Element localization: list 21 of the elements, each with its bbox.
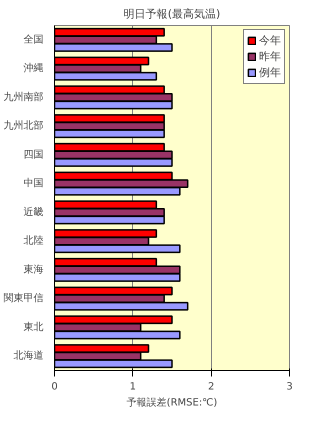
x-tick-label: 2 <box>208 382 214 392</box>
y-tick-label: 九州南部 <box>4 90 44 103</box>
y-tick-label: 東北 <box>24 320 44 333</box>
legend-label: 昨年 <box>259 49 281 64</box>
y-tick-label: 北陸 <box>24 234 44 247</box>
x-tick-label: 1 <box>130 382 136 392</box>
y-tick-label: 四国 <box>24 149 44 160</box>
y-tick-label: 全国 <box>24 33 44 46</box>
y-tick-label: 近畿 <box>24 206 44 218</box>
y-tick-label: 北海道 <box>14 350 44 362</box>
y-tick-label: 関東甲信 <box>4 292 44 304</box>
legend-label: 今年 <box>259 33 281 48</box>
y-tick-label: 沖縄 <box>24 62 44 74</box>
y-tick-label: 東海 <box>24 263 44 276</box>
y-tick-label: 中国 <box>24 177 44 190</box>
legend-label: 例年 <box>259 65 281 80</box>
y-tick-label: 九州北部 <box>4 120 44 132</box>
x-tick-label: 0 <box>51 382 58 392</box>
x-tick-label: 3 <box>286 382 293 392</box>
x-axis-title: 予報誤差(RMSE:℃) <box>126 396 218 408</box>
chart-title: 明日予報(最高気温) <box>124 8 220 20</box>
